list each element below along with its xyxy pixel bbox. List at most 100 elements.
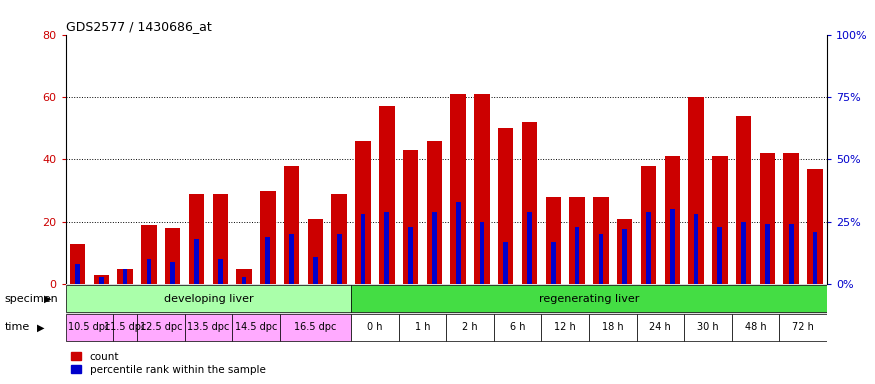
- Bar: [189, 194, 204, 284]
- Bar: [760, 153, 775, 284]
- Bar: [637, 313, 684, 341]
- Text: 6 h: 6 h: [510, 322, 525, 333]
- Bar: [646, 212, 651, 284]
- Bar: [474, 94, 490, 284]
- Text: 11.5 dpc: 11.5 dpc: [104, 322, 146, 333]
- Bar: [308, 218, 323, 284]
- Bar: [218, 259, 222, 284]
- Bar: [141, 225, 157, 284]
- Bar: [313, 257, 318, 284]
- Bar: [542, 313, 589, 341]
- Legend: count, percentile rank within the sample: count, percentile rank within the sample: [71, 352, 265, 375]
- Bar: [171, 262, 175, 284]
- Bar: [213, 194, 228, 284]
- Text: 2 h: 2 h: [462, 322, 478, 333]
- Bar: [617, 218, 633, 284]
- Bar: [242, 276, 247, 284]
- Bar: [427, 141, 442, 284]
- Text: time: time: [4, 322, 30, 333]
- Bar: [75, 264, 80, 284]
- Text: 14.5 dpc: 14.5 dpc: [234, 322, 277, 333]
- Bar: [546, 197, 561, 284]
- Bar: [589, 313, 637, 341]
- Bar: [446, 313, 493, 341]
- Bar: [146, 259, 151, 284]
- Bar: [527, 212, 532, 284]
- Bar: [480, 222, 485, 284]
- Bar: [66, 313, 113, 341]
- Bar: [280, 313, 351, 341]
- Bar: [741, 222, 746, 284]
- Bar: [503, 242, 508, 284]
- Bar: [113, 313, 137, 341]
- Text: 24 h: 24 h: [649, 322, 671, 333]
- Bar: [94, 275, 109, 284]
- Text: 10.5 dpc: 10.5 dpc: [68, 322, 110, 333]
- Bar: [718, 227, 722, 284]
- Bar: [570, 197, 584, 284]
- Bar: [351, 313, 399, 341]
- Bar: [432, 212, 437, 284]
- Bar: [640, 166, 656, 284]
- Bar: [498, 128, 514, 284]
- Bar: [351, 285, 827, 313]
- Bar: [185, 313, 232, 341]
- Bar: [684, 313, 732, 341]
- Bar: [808, 169, 822, 284]
- Bar: [522, 122, 537, 284]
- Bar: [789, 224, 794, 284]
- Bar: [260, 190, 276, 284]
- Bar: [780, 313, 827, 341]
- Bar: [575, 227, 579, 284]
- Bar: [664, 156, 680, 284]
- Bar: [284, 166, 299, 284]
- Bar: [332, 194, 346, 284]
- Bar: [384, 212, 389, 284]
- Bar: [622, 229, 627, 284]
- Text: 18 h: 18 h: [602, 322, 624, 333]
- Bar: [236, 268, 252, 284]
- Bar: [593, 197, 609, 284]
- Bar: [66, 285, 351, 313]
- Bar: [399, 313, 446, 341]
- Text: regenerating liver: regenerating liver: [539, 293, 639, 304]
- Bar: [408, 227, 413, 284]
- Bar: [232, 313, 280, 341]
- Text: ▶: ▶: [38, 322, 45, 333]
- Bar: [265, 237, 270, 284]
- Text: GDS2577 / 1430686_at: GDS2577 / 1430686_at: [66, 20, 212, 33]
- Bar: [402, 150, 418, 284]
- Text: ▶: ▶: [45, 293, 52, 304]
- Bar: [337, 234, 341, 284]
- Bar: [456, 202, 460, 284]
- Text: 16.5 dpc: 16.5 dpc: [294, 322, 337, 333]
- Bar: [70, 243, 85, 284]
- Bar: [451, 94, 466, 284]
- Bar: [783, 153, 799, 284]
- Text: 12.5 dpc: 12.5 dpc: [139, 322, 182, 333]
- Bar: [712, 156, 727, 284]
- Text: specimen: specimen: [4, 293, 58, 304]
- Bar: [290, 234, 294, 284]
- Text: 72 h: 72 h: [792, 322, 814, 333]
- Bar: [123, 269, 128, 284]
- Bar: [598, 234, 603, 284]
- Bar: [137, 313, 185, 341]
- Text: 48 h: 48 h: [745, 322, 766, 333]
- Bar: [493, 313, 542, 341]
- Bar: [670, 209, 675, 284]
- Text: developing liver: developing liver: [164, 293, 253, 304]
- Bar: [379, 106, 395, 284]
- Bar: [694, 214, 698, 284]
- Bar: [732, 313, 780, 341]
- Bar: [551, 242, 556, 284]
- Text: 1 h: 1 h: [415, 322, 430, 333]
- Bar: [813, 232, 817, 284]
- Bar: [117, 268, 133, 284]
- Bar: [165, 228, 180, 284]
- Bar: [689, 97, 704, 284]
- Text: 30 h: 30 h: [697, 322, 718, 333]
- Bar: [99, 276, 104, 284]
- Bar: [736, 116, 752, 284]
- Text: 12 h: 12 h: [555, 322, 576, 333]
